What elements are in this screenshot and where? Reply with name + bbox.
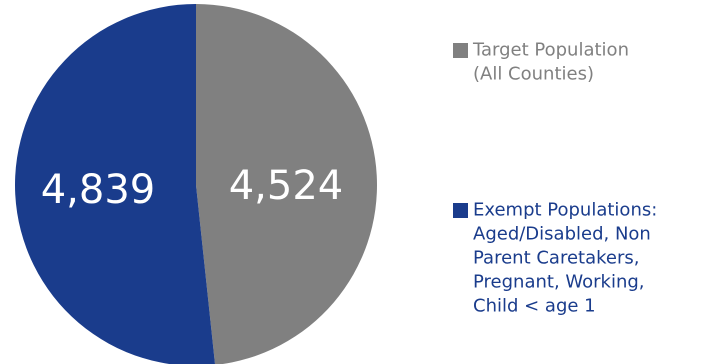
legend-label-1-line-4: Child < age 1 <box>473 296 596 317</box>
legend: Target Population (All Counties) Exempt Po… <box>453 40 657 317</box>
slice-value-label-0: 4,524 <box>229 163 344 209</box>
slice-value-label-1: 4,839 <box>41 167 156 213</box>
legend-label-0-line-1: (All Counties) <box>473 64 594 85</box>
legend-label-1-line-2: Parent Caretakers, <box>473 248 639 269</box>
legend-swatch-0 <box>453 43 468 58</box>
legend-label-1-line-1: Aged/Disabled, Non <box>473 224 651 245</box>
pie-slices <box>15 4 377 364</box>
legend-label-1-line-0: Exempt Populations: <box>473 200 657 221</box>
legend-label-0-line-0: Target Population <box>472 40 629 61</box>
legend-swatch-1 <box>453 203 468 218</box>
slice-labels: 4,524 4,839 <box>41 163 344 213</box>
pie-slice-0 <box>196 4 377 364</box>
legend-label-1-line-3: Pregnant, Working, <box>473 272 645 293</box>
pie-slice-1 <box>15 4 215 364</box>
